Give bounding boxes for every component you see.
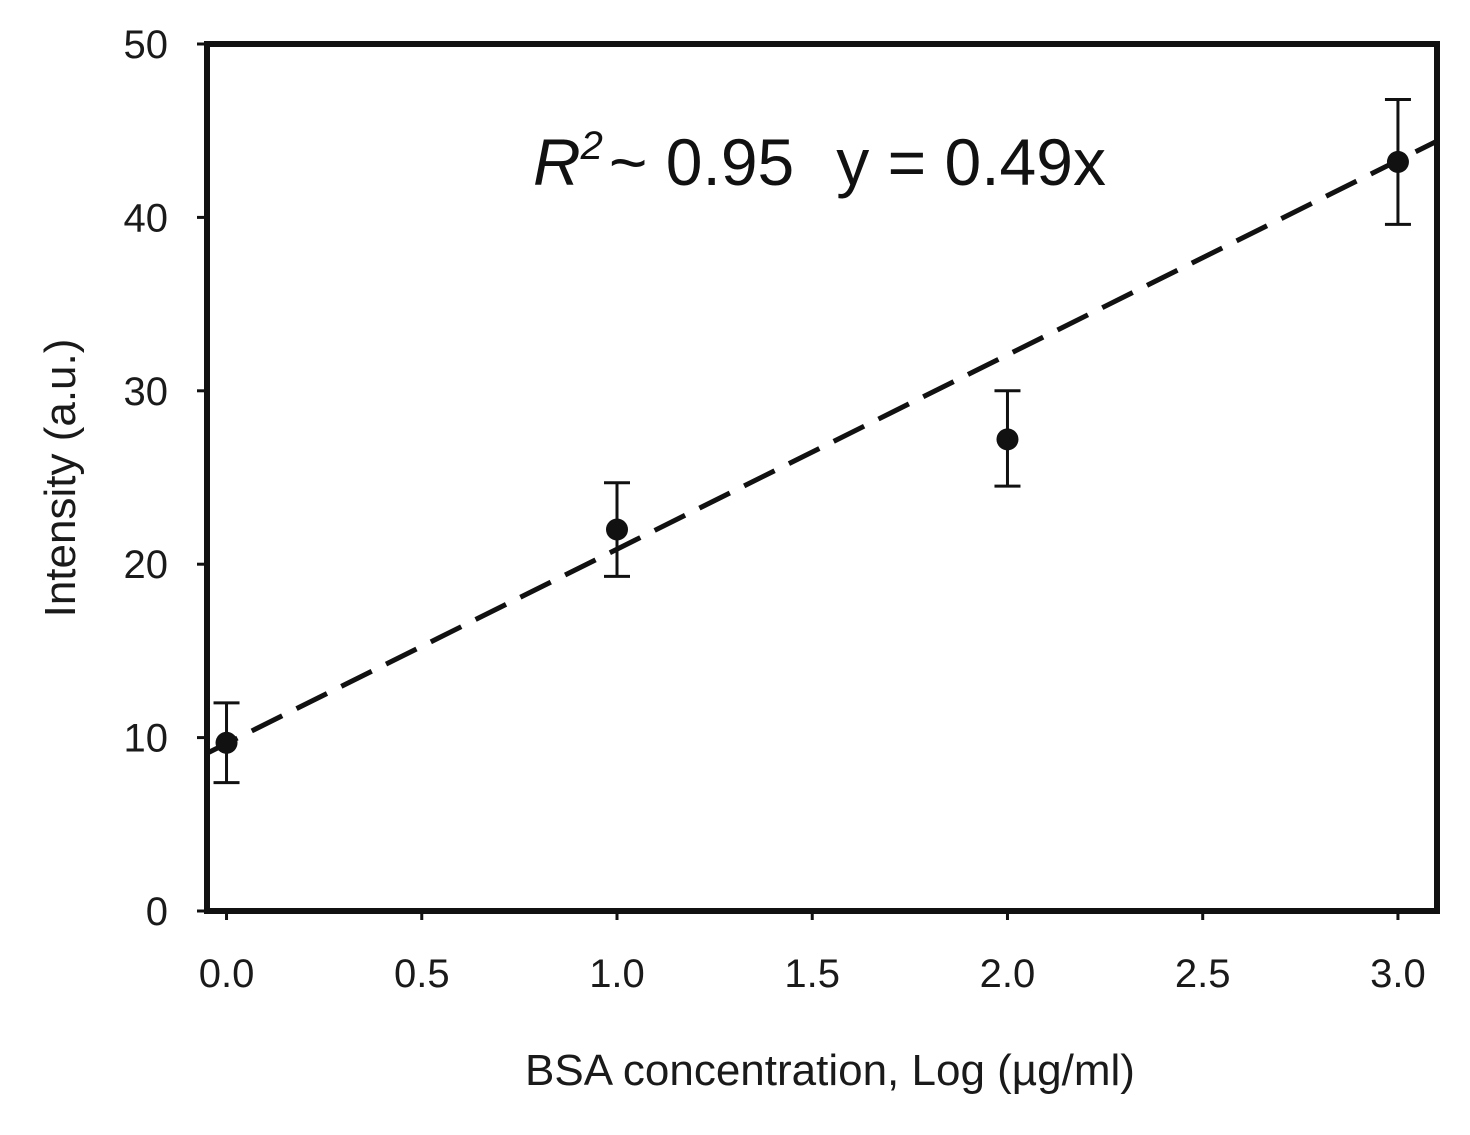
data-point <box>606 518 628 541</box>
fit-line <box>205 138 1439 756</box>
x-tick-label: 3.0 <box>1370 952 1426 996</box>
y-tick-label: 10 <box>124 717 169 761</box>
x-tick-label: 1.5 <box>784 952 840 996</box>
annotation-r-label: R <box>533 125 581 199</box>
x-tick-label: 2.5 <box>1175 952 1231 996</box>
y-axis-title: Intensity (a.u.) <box>36 339 85 618</box>
y-tick-label: 50 <box>124 23 169 67</box>
x-tick-label: 1.0 <box>589 952 645 996</box>
x-axis-title: BSA concentration, Log (µg/ml) <box>525 1046 1135 1095</box>
annotation-equation: y = 0.49x <box>836 125 1106 199</box>
y-tick-label: 0 <box>146 890 168 934</box>
data-point <box>996 428 1019 451</box>
x-tick-label: 2.0 <box>980 952 1036 996</box>
x-axis-ticks: 0.0 0.5 1.0 1.5 2.0 2.5 3.0 <box>199 911 1426 996</box>
annotation-r-sup: 2 <box>580 124 603 168</box>
x-tick-label: 0.0 <box>199 952 255 996</box>
y-tick-label: 40 <box>124 196 169 240</box>
x-tick-label: 0.5 <box>394 952 450 996</box>
annotation-r-value: ~ 0.95 <box>609 125 794 199</box>
data-points <box>213 97 1411 785</box>
y-axis-ticks: 0 10 20 30 40 50 <box>124 23 207 934</box>
data-point <box>215 731 238 754</box>
y-tick-label: 20 <box>124 543 169 587</box>
data-point <box>1386 150 1409 173</box>
plot-frame <box>204 41 1440 914</box>
y-tick-label: 30 <box>124 370 169 414</box>
annotation: R2~ 0.95 y = 0.49x <box>533 124 1106 199</box>
